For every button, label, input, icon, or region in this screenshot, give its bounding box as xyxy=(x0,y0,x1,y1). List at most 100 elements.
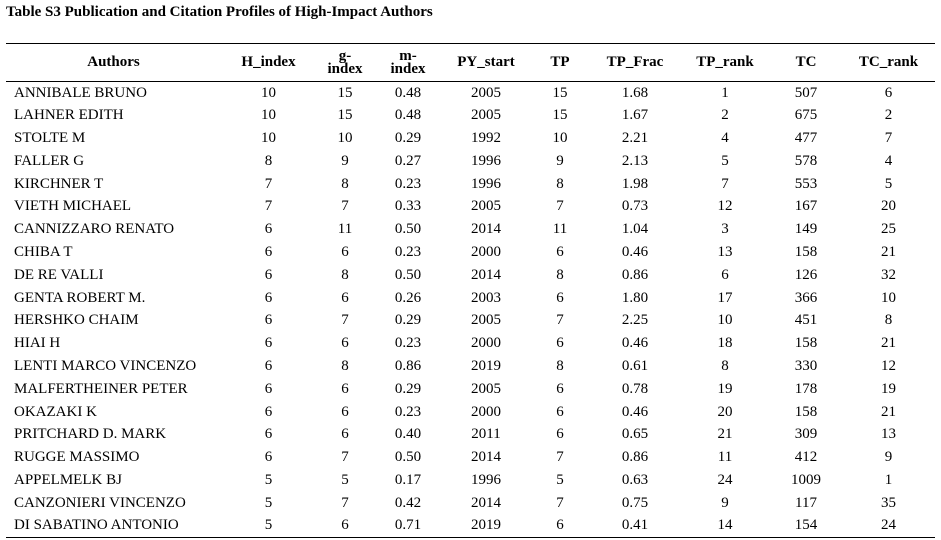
author-name: LAHNER EDITH xyxy=(14,107,124,124)
m-index-cell: 0.23 xyxy=(394,335,422,352)
m-index-cell: 0.42 xyxy=(394,494,422,511)
tc-rank-cell: 10 xyxy=(881,289,896,306)
m-index-cell: 0.33 xyxy=(394,198,422,215)
h-index-cell: 6 xyxy=(264,426,273,443)
py-start-cell: 2005 xyxy=(471,84,501,101)
tp-rank-cell: 7 xyxy=(721,175,729,192)
m-index-cell: 0.48 xyxy=(394,84,422,101)
table-row: DI SABATINO ANTONIO 5 6 0.71 2019 6 0.41 14 154 2… xyxy=(6,515,935,538)
m-index-cell: 0.71 xyxy=(394,517,422,534)
tp-cell: 6 xyxy=(556,380,564,397)
h-index-cell: 6 xyxy=(264,380,273,397)
tp-cell: 6 xyxy=(556,243,564,260)
g-index-cell: 15 xyxy=(337,107,353,124)
tc-cell: 412 xyxy=(794,449,818,466)
tc-rank-cell: 6 xyxy=(884,84,893,101)
author-name: KIRCHNER T xyxy=(14,175,104,192)
h-index-cell: 10 xyxy=(261,129,276,146)
g-index-cell: 7 xyxy=(341,198,349,215)
tp-frac-cell: 1.98 xyxy=(621,175,649,192)
tc-cell: 309 xyxy=(794,426,818,443)
table-caption: Table S3 Publication and Citation Profil… xyxy=(6,4,433,20)
tp-frac-cell: 2.21 xyxy=(621,129,649,146)
author-name: CHIBA T xyxy=(14,243,73,260)
table-row: STOLTE M 10 10 0.29 1992 10 2.21 4 477 7 xyxy=(6,127,935,150)
tp-frac-cell: 2.13 xyxy=(621,152,649,169)
tc-rank-cell: 21 xyxy=(881,403,896,420)
tp-rank-cell: 20 xyxy=(717,403,733,420)
tp-cell: 11 xyxy=(552,221,568,238)
header-m-index-line1: m- xyxy=(399,47,417,64)
tc-rank-cell: 5 xyxy=(884,175,893,192)
tp-frac-cell: 0.78 xyxy=(621,380,649,397)
tp-cell: 7 xyxy=(556,198,564,215)
author-profile-table: Authors H_index g- index m- index PY_sta… xyxy=(6,43,935,538)
tp-frac-cell: 0.46 xyxy=(621,335,649,352)
m-index-cell: 0.26 xyxy=(394,289,422,306)
m-index-cell: 0.50 xyxy=(394,221,422,238)
author-name: STOLTE M xyxy=(14,129,86,146)
header-tp: TP xyxy=(550,54,570,70)
g-index-cell: 7 xyxy=(341,449,349,466)
py-start-cell: 2014 xyxy=(471,221,501,238)
h-index-cell: 10 xyxy=(261,107,276,124)
py-start-cell: 2000 xyxy=(471,403,501,420)
g-index-cell: 6 xyxy=(341,517,349,534)
tp-cell: 6 xyxy=(556,517,564,534)
tc-cell: 158 xyxy=(794,243,818,260)
m-index-cell: 0.48 xyxy=(394,107,422,124)
tp-frac-cell: 0.46 xyxy=(621,403,649,420)
table-row: APPELMELK BJ 5 5 0.17 1996 5 0.63 24 1009 1 xyxy=(6,469,935,492)
h-index-cell: 7 xyxy=(264,198,273,215)
tp-rank-cell: 9 xyxy=(721,494,729,511)
table-row: CANNIZZARO RENATO 6 11 0.50 2014 11 1.04 3 149 25 xyxy=(6,218,935,241)
h-index-cell: 10 xyxy=(261,84,276,101)
tp-cell: 6 xyxy=(556,403,564,420)
g-index-cell: 10 xyxy=(337,129,353,146)
tp-frac-cell: 1.67 xyxy=(621,107,649,124)
h-index-cell: 7 xyxy=(264,175,273,192)
g-index-cell: 7 xyxy=(341,312,349,329)
g-index-cell: 6 xyxy=(341,289,349,306)
table-row: GENTA ROBERT M. 6 6 0.26 2003 6 1.80 17 366 10 xyxy=(6,287,935,310)
tp-cell: 6 xyxy=(556,426,564,443)
py-start-cell: 2005 xyxy=(471,380,501,397)
py-start-cell: 2005 xyxy=(471,312,501,329)
header-h-index: H_index xyxy=(241,54,296,70)
table-row: LENTI MARCO VINCENZO 6 8 0.86 2019 8 0.61 8 330 1… xyxy=(6,355,935,378)
tp-frac-cell: 0.41 xyxy=(621,517,649,534)
tp-cell: 6 xyxy=(556,289,564,306)
tp-rank-cell: 18 xyxy=(717,335,733,352)
tc-rank-cell: 19 xyxy=(881,380,896,397)
tc-rank-cell: 2 xyxy=(884,107,893,124)
tp-rank-cell: 2 xyxy=(721,107,729,124)
tp-cell: 15 xyxy=(552,84,568,101)
header-g-index-line2: index xyxy=(327,60,363,77)
tp-rank-cell: 11 xyxy=(717,449,733,466)
py-start-cell: 1996 xyxy=(471,175,501,192)
header-tp-rank: TP_rank xyxy=(696,54,754,70)
tc-cell: 507 xyxy=(794,84,818,101)
tc-rank-cell: 32 xyxy=(881,266,896,283)
tp-frac-cell: 0.46 xyxy=(621,243,649,260)
table-row: HERSHKO CHAIM 6 7 0.29 2005 7 2.25 10 451 8 xyxy=(6,309,935,332)
tc-cell: 167 xyxy=(794,198,818,215)
tp-frac-cell: 0.63 xyxy=(621,471,649,488)
header-authors: Authors xyxy=(87,54,140,70)
tc-rank-cell: 8 xyxy=(884,312,893,329)
m-index-cell: 0.29 xyxy=(394,312,422,329)
tp-frac-cell: 2.25 xyxy=(621,312,649,329)
tp-frac-cell: 1.04 xyxy=(621,221,649,238)
tc-rank-cell: 4 xyxy=(884,152,893,169)
m-index-cell: 0.50 xyxy=(394,266,422,283)
h-index-cell: 6 xyxy=(264,357,273,374)
table-row: CHIBA T 6 6 0.23 2000 6 0.46 13 158 21 xyxy=(6,241,935,264)
h-index-cell: 5 xyxy=(264,494,273,511)
tp-cell: 8 xyxy=(556,357,564,374)
g-index-cell: 6 xyxy=(341,403,349,420)
tc-cell: 154 xyxy=(794,517,818,534)
header-g-index: g- index xyxy=(316,44,374,82)
tp-rank-cell: 10 xyxy=(717,312,733,329)
h-index-cell: 5 xyxy=(264,517,273,534)
tp-frac-cell: 1.80 xyxy=(621,289,649,306)
